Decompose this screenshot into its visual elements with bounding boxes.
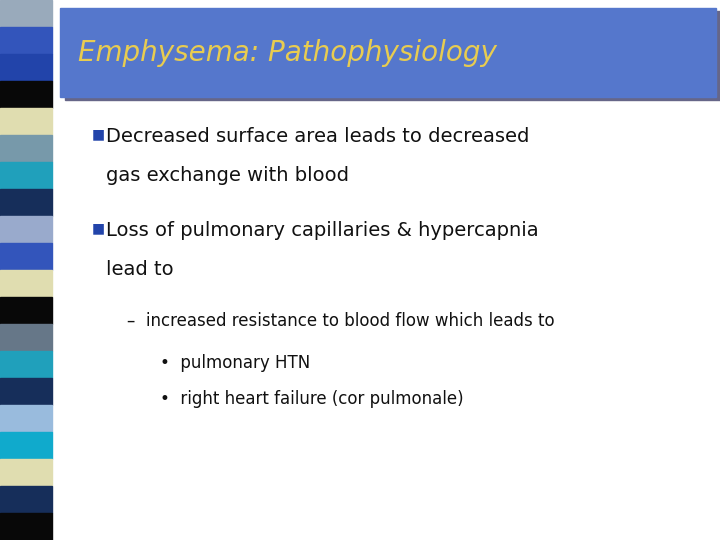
Text: Loss of pulmonary capillaries & hypercapnia: Loss of pulmonary capillaries & hypercap…: [106, 221, 539, 240]
Bar: [0, 297, 52, 324]
Text: Emphysema: Pathophysiology: Emphysema: Pathophysiology: [78, 39, 498, 66]
Bar: [0, 81, 52, 108]
Bar: [0, 27, 52, 54]
Text: •  right heart failure (cor pulmonale): • right heart failure (cor pulmonale): [160, 390, 464, 408]
Bar: [0, 405, 52, 432]
Bar: [0, 270, 52, 297]
Bar: [0, 486, 52, 513]
Bar: [0, 54, 52, 81]
Bar: [0, 0, 52, 27]
Bar: [0, 513, 52, 540]
Bar: [0, 324, 52, 351]
Text: •  pulmonary HTN: • pulmonary HTN: [160, 354, 310, 372]
Bar: [65, 11, 720, 100]
Text: ■: ■: [91, 221, 104, 235]
Bar: [0, 432, 52, 459]
Bar: [0, 459, 52, 486]
Bar: [0, 216, 52, 243]
Text: lead to: lead to: [106, 260, 174, 279]
Bar: [0, 135, 52, 162]
Bar: [0, 378, 52, 405]
Bar: [0, 162, 52, 189]
Text: Decreased surface area leads to decreased: Decreased surface area leads to decrease…: [106, 127, 529, 146]
Bar: [0, 189, 52, 216]
Bar: [60, 8, 716, 97]
Bar: [0, 351, 52, 378]
Bar: [0, 243, 52, 270]
Bar: [0, 108, 52, 135]
Text: gas exchange with blood: gas exchange with blood: [106, 166, 348, 185]
Text: –  increased resistance to blood flow which leads to: – increased resistance to blood flow whi…: [127, 312, 555, 330]
Text: ■: ■: [91, 127, 104, 141]
